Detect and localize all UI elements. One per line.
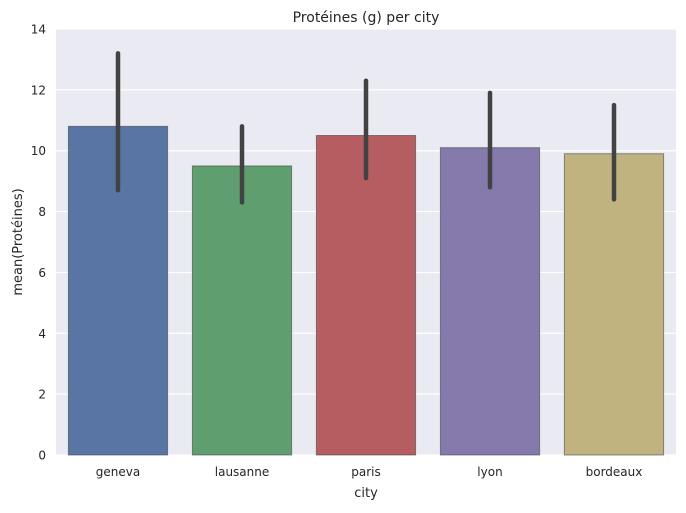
x-tick-label: bordeaux [586,465,643,479]
x-tick-label: lyon [477,465,502,479]
y-tick-label: 8 [38,205,46,219]
y-tick-labels: 0 2 4 6 8 10 12 14 [31,23,46,463]
y-axis-label: mean(Protéines) [11,188,26,295]
x-axis-label: city [354,486,378,501]
x-tick-label: lausanne [215,465,270,479]
y-tick-label: 6 [38,266,46,280]
x-tick-labels: geneva lausanne paris lyon bordeaux [96,465,643,479]
bar-paris [315,135,417,456]
y-tick-label: 4 [38,327,46,341]
x-tick-label: geneva [96,465,140,479]
y-tick-label: 2 [38,388,46,402]
y-tick-label: 0 [38,449,46,463]
bar-lausanne [191,165,293,456]
y-tick-label: 10 [31,144,46,158]
y-tick-label: 12 [31,83,46,97]
x-tick-label: paris [351,465,381,479]
y-tick-label: 14 [31,23,46,37]
error-bars [115,51,617,205]
bar-lyon [439,147,541,456]
chart-title: Protéines (g) per city [293,10,440,26]
bars [67,125,665,456]
bar-bordeaux [563,153,665,456]
